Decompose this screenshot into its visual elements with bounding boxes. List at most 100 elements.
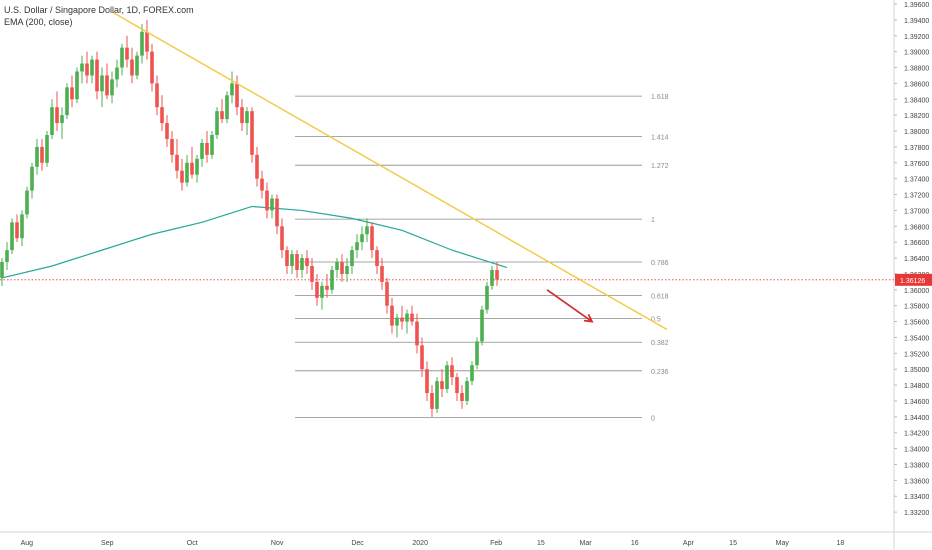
- legend-title: U.S. Dollar / Singapore Dollar, 1D, FORE…: [4, 5, 194, 15]
- candle-body: [485, 285, 489, 310]
- x-tick-label: 18: [836, 540, 844, 547]
- candle-body: [90, 59, 94, 76]
- candle-body: [130, 59, 134, 76]
- candle-body: [280, 226, 284, 251]
- candle-body: [415, 321, 419, 346]
- candle-body: [230, 83, 234, 96]
- y-tick-label: 1.36600: [904, 240, 929, 247]
- candle-body: [60, 115, 64, 124]
- candle-body: [105, 75, 109, 96]
- y-tick-label: 1.34000: [904, 447, 929, 454]
- candle-body: [210, 135, 214, 155]
- candle-body: [125, 47, 129, 60]
- candle-body: [260, 178, 264, 191]
- x-tick-label: Sep: [101, 540, 114, 547]
- fib-level-label: 1.618: [651, 94, 669, 101]
- y-tick-label: 1.39000: [904, 50, 929, 57]
- candle-body: [375, 250, 379, 266]
- candle-body: [325, 285, 329, 290]
- candle-body: [355, 242, 359, 251]
- y-tick-label: 1.37200: [904, 193, 929, 200]
- candle-body: [35, 146, 39, 167]
- candle-body: [315, 281, 319, 298]
- candle-body: [0, 262, 4, 278]
- candle-body: [45, 135, 49, 163]
- y-tick-label: 1.33400: [904, 494, 929, 501]
- candle-body: [75, 71, 79, 100]
- forecast-arrow-head: [583, 313, 594, 323]
- candle-body: [450, 365, 454, 378]
- candle-body: [395, 317, 399, 326]
- candle-body: [310, 266, 314, 282]
- forecast-arrow: [546, 289, 593, 323]
- y-tick-label: 1.34600: [904, 399, 929, 406]
- candle-body: [245, 111, 249, 124]
- candle-body: [100, 75, 104, 92]
- candle-body: [420, 345, 424, 370]
- candle-body: [65, 87, 69, 116]
- candle-body: [145, 31, 149, 52]
- candle-body: [350, 250, 354, 266]
- candle-body: [360, 234, 364, 243]
- fib-level-label: 0.618: [651, 293, 669, 300]
- candle-body: [380, 266, 384, 282]
- candle-body: [495, 269, 499, 280]
- candle-body: [490, 269, 494, 286]
- y-tick-label: 1.38200: [904, 113, 929, 120]
- candle-body: [295, 254, 299, 270]
- candle-body: [275, 198, 279, 227]
- fib-level-label: 0.236: [651, 369, 669, 376]
- ema-line: [1, 205, 508, 279]
- y-tick-label: 1.34800: [904, 383, 929, 390]
- candle-body: [225, 95, 229, 120]
- candle-body: [190, 162, 194, 175]
- candle-body: [330, 269, 334, 290]
- candle-body: [445, 365, 449, 390]
- candle-body: [15, 222, 19, 239]
- y-tick-label: 1.35000: [904, 367, 929, 374]
- fib-level-label: 1.414: [651, 135, 669, 142]
- x-tick-label: Apr: [683, 540, 695, 547]
- candle-body: [115, 67, 119, 80]
- candle-body: [365, 226, 369, 235]
- candle-body: [195, 158, 199, 175]
- candle-body: [200, 142, 204, 159]
- candle-body: [385, 281, 389, 306]
- legend-indicator: EMA (200, close): [4, 17, 73, 27]
- resistance-trendline: [111, 11, 668, 331]
- candle-body: [175, 154, 179, 171]
- candle-body: [135, 55, 139, 76]
- x-tick-label: 15: [729, 540, 737, 547]
- candle-body: [150, 51, 154, 84]
- candle-body: [25, 190, 29, 215]
- candle-body: [470, 365, 474, 382]
- candle-body: [475, 341, 479, 366]
- fib-level-label: 1.272: [651, 163, 669, 170]
- y-tick-label: 1.36400: [904, 256, 929, 263]
- candle-body: [240, 107, 244, 124]
- candle-body: [85, 63, 89, 76]
- candle-body: [80, 63, 84, 72]
- candle-body: [255, 154, 259, 179]
- candle-body: [120, 47, 124, 68]
- candle-body: [370, 226, 374, 251]
- candle-body: [5, 250, 9, 263]
- price-badge: [895, 273, 932, 286]
- candle-body: [160, 107, 164, 124]
- x-tick-label: May: [776, 540, 790, 547]
- candle-body: [235, 83, 239, 108]
- candle-body: [95, 59, 99, 92]
- candle-body: [265, 190, 269, 211]
- x-tick-label: Oct: [187, 540, 198, 547]
- y-tick-label: 1.39400: [904, 18, 929, 25]
- y-tick-label: 1.38600: [904, 81, 929, 88]
- candle-body: [180, 170, 184, 183]
- candle-body: [400, 317, 404, 322]
- candle-body: [290, 254, 294, 266]
- candle-body: [215, 111, 219, 135]
- candle-body: [165, 123, 169, 139]
- candle-body: [155, 83, 159, 108]
- y-tick-label: 1.38800: [904, 66, 929, 73]
